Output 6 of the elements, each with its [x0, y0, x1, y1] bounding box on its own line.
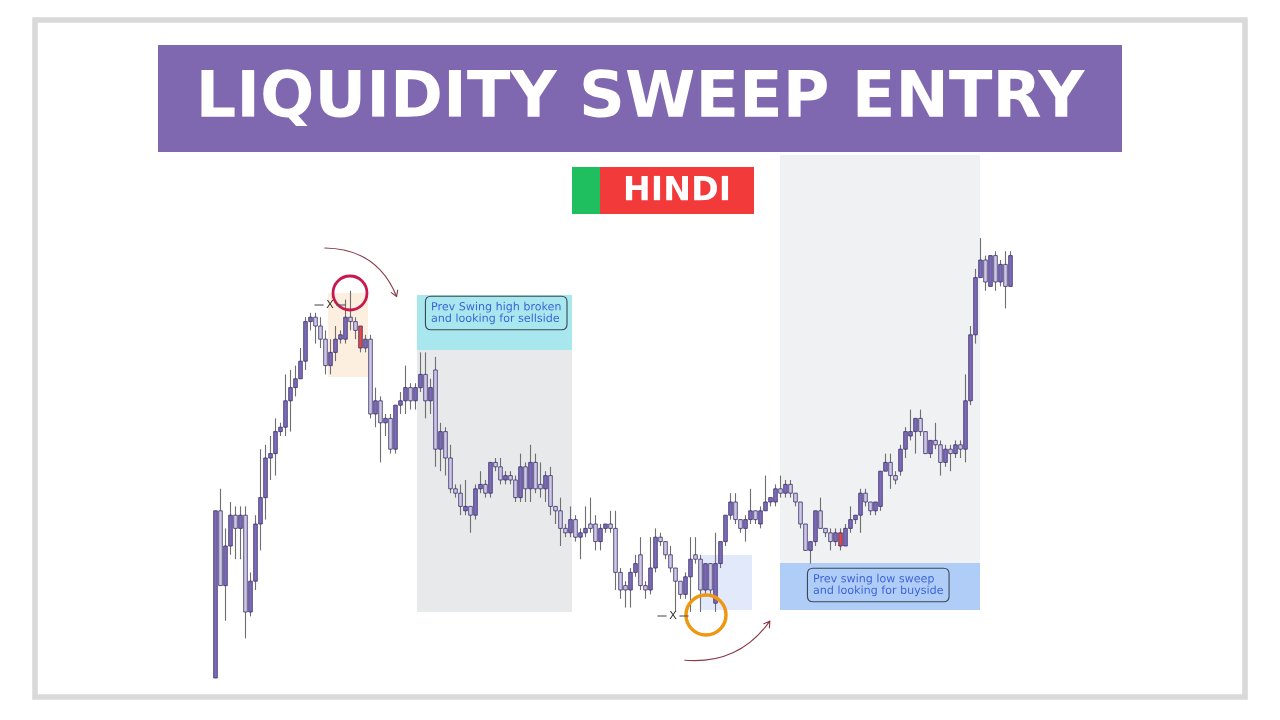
chart-subtitle: HINDI: [625, 175, 729, 201]
annotation: X: [326, 299, 334, 309]
annotation: Prev swing low sweep and looking for buyside: [813, 573, 943, 597]
annotation: Prev Swing high broken and looking for sellside: [431, 301, 561, 325]
annotation: X: [669, 610, 677, 620]
chart-title: LIQUIDITY SWEEP ENTRY: [201, 69, 1086, 126]
